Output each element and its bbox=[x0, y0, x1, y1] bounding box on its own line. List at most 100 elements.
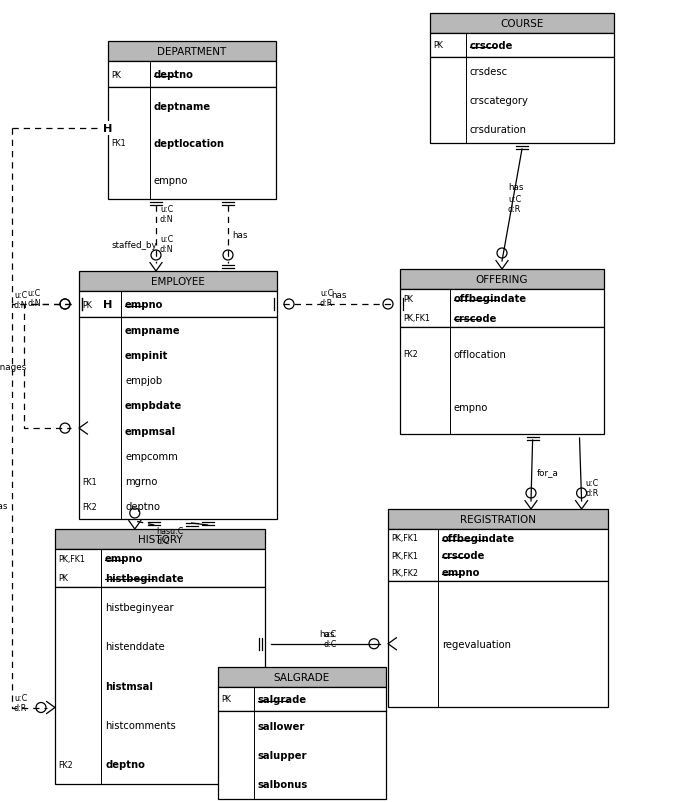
Text: d:N: d:N bbox=[160, 215, 174, 225]
Bar bbox=[79, 272, 277, 292]
Text: SALGRADE: SALGRADE bbox=[274, 672, 330, 683]
Bar bbox=[108, 42, 276, 62]
Text: offlocation: offlocation bbox=[454, 350, 507, 359]
Text: histcomments: histcomments bbox=[105, 720, 176, 730]
Text: FK1: FK1 bbox=[82, 477, 97, 486]
Text: FK2: FK2 bbox=[403, 350, 417, 358]
Text: u:C: u:C bbox=[320, 288, 333, 297]
Bar bbox=[108, 88, 276, 200]
Text: PK,FK1: PK,FK1 bbox=[391, 551, 418, 560]
Bar bbox=[400, 290, 604, 327]
Text: histbeginyear: histbeginyear bbox=[105, 602, 174, 612]
Text: staffed_by: staffed_by bbox=[111, 241, 157, 250]
Text: deptname: deptname bbox=[154, 102, 211, 111]
Text: COURSE: COURSE bbox=[500, 19, 544, 29]
Text: u:C: u:C bbox=[160, 205, 173, 214]
Text: HISTORY: HISTORY bbox=[138, 534, 182, 545]
Text: u:C: u:C bbox=[160, 235, 173, 244]
Text: mgrno: mgrno bbox=[125, 476, 157, 487]
Text: u:C: u:C bbox=[27, 288, 40, 297]
Text: EMPLOYEE: EMPLOYEE bbox=[151, 277, 205, 286]
Bar bbox=[218, 711, 386, 799]
Text: d:R: d:R bbox=[14, 703, 27, 712]
Text: PK: PK bbox=[58, 573, 68, 582]
Text: has: has bbox=[508, 182, 524, 191]
Text: crscode: crscode bbox=[442, 550, 485, 561]
Text: PK: PK bbox=[82, 300, 92, 309]
Text: H: H bbox=[104, 124, 112, 134]
Text: d:N: d:N bbox=[14, 300, 28, 309]
Text: offbegindate: offbegindate bbox=[442, 533, 515, 543]
Text: deptlocation: deptlocation bbox=[154, 139, 225, 149]
Bar bbox=[55, 549, 265, 587]
Text: FK1: FK1 bbox=[111, 140, 126, 148]
Text: for_a: for_a bbox=[537, 468, 559, 476]
Text: deptno: deptno bbox=[125, 502, 160, 512]
Text: histmsal: histmsal bbox=[105, 681, 153, 691]
Bar bbox=[79, 318, 277, 520]
Text: deptno: deptno bbox=[154, 70, 194, 80]
Text: has: has bbox=[319, 630, 334, 638]
Text: crscategory: crscategory bbox=[470, 96, 529, 106]
Text: offbegindate: offbegindate bbox=[454, 294, 527, 304]
Text: d:N: d:N bbox=[160, 245, 174, 254]
Text: crscode: crscode bbox=[470, 41, 513, 51]
Text: empjob: empjob bbox=[125, 375, 162, 386]
Bar bbox=[55, 587, 265, 784]
Text: DEPARTMENT: DEPARTMENT bbox=[157, 47, 226, 57]
Text: PK: PK bbox=[433, 42, 443, 51]
Bar bbox=[218, 687, 386, 711]
Bar bbox=[430, 34, 614, 58]
Text: H: H bbox=[104, 300, 112, 310]
Bar bbox=[400, 327, 604, 435]
Text: u:C: u:C bbox=[586, 479, 599, 488]
Text: PK,FK1: PK,FK1 bbox=[403, 314, 430, 322]
Text: empcomm: empcomm bbox=[125, 452, 178, 461]
Text: empno: empno bbox=[454, 403, 489, 413]
Text: hasu:C: hasu:C bbox=[156, 527, 184, 536]
Text: regevaluation: regevaluation bbox=[442, 639, 511, 649]
Text: empno: empno bbox=[105, 554, 144, 564]
Text: d:R: d:R bbox=[508, 205, 521, 213]
Text: histbegindate: histbegindate bbox=[105, 573, 184, 583]
Text: histenddate: histenddate bbox=[105, 642, 165, 651]
Text: has: has bbox=[0, 501, 8, 511]
Text: salbonus: salbonus bbox=[258, 780, 308, 789]
Bar bbox=[388, 529, 608, 581]
Text: PK: PK bbox=[111, 71, 121, 79]
Text: d:C: d:C bbox=[156, 537, 170, 546]
Text: PK,FK2: PK,FK2 bbox=[391, 568, 418, 577]
Text: salupper: salupper bbox=[258, 750, 308, 760]
Text: d:R: d:R bbox=[320, 298, 333, 307]
Text: PK: PK bbox=[221, 695, 231, 703]
Text: empno: empno bbox=[125, 300, 164, 310]
Text: d:C: d:C bbox=[323, 639, 337, 649]
Text: empinit: empinit bbox=[125, 350, 168, 360]
Text: u:C: u:C bbox=[14, 290, 27, 299]
Text: sallower: sallower bbox=[258, 721, 306, 731]
Text: d:R: d:R bbox=[586, 489, 599, 498]
Text: u:C: u:C bbox=[323, 630, 336, 638]
Bar bbox=[79, 292, 277, 318]
Text: FK2: FK2 bbox=[58, 759, 72, 769]
Text: manages: manages bbox=[0, 362, 26, 371]
Bar bbox=[430, 58, 614, 144]
Text: REGISTRATION: REGISTRATION bbox=[460, 514, 536, 525]
Text: empno: empno bbox=[154, 176, 188, 186]
Text: crsduration: crsduration bbox=[470, 124, 527, 135]
Bar bbox=[388, 509, 608, 529]
Text: PK,FK1: PK,FK1 bbox=[58, 554, 85, 563]
Bar bbox=[388, 581, 608, 707]
Text: crscode: crscode bbox=[454, 313, 497, 323]
Text: empno: empno bbox=[442, 568, 480, 577]
Bar bbox=[400, 269, 604, 290]
Text: OFFERING: OFFERING bbox=[475, 274, 529, 285]
Text: deptno: deptno bbox=[105, 759, 145, 769]
Text: empname: empname bbox=[125, 326, 181, 335]
Text: u:C: u:C bbox=[14, 693, 27, 702]
Text: PK,FK1: PK,FK1 bbox=[391, 533, 418, 542]
Text: d:N: d:N bbox=[27, 298, 41, 307]
Bar bbox=[430, 14, 614, 34]
Text: PK: PK bbox=[403, 294, 413, 304]
Text: has: has bbox=[331, 291, 346, 300]
